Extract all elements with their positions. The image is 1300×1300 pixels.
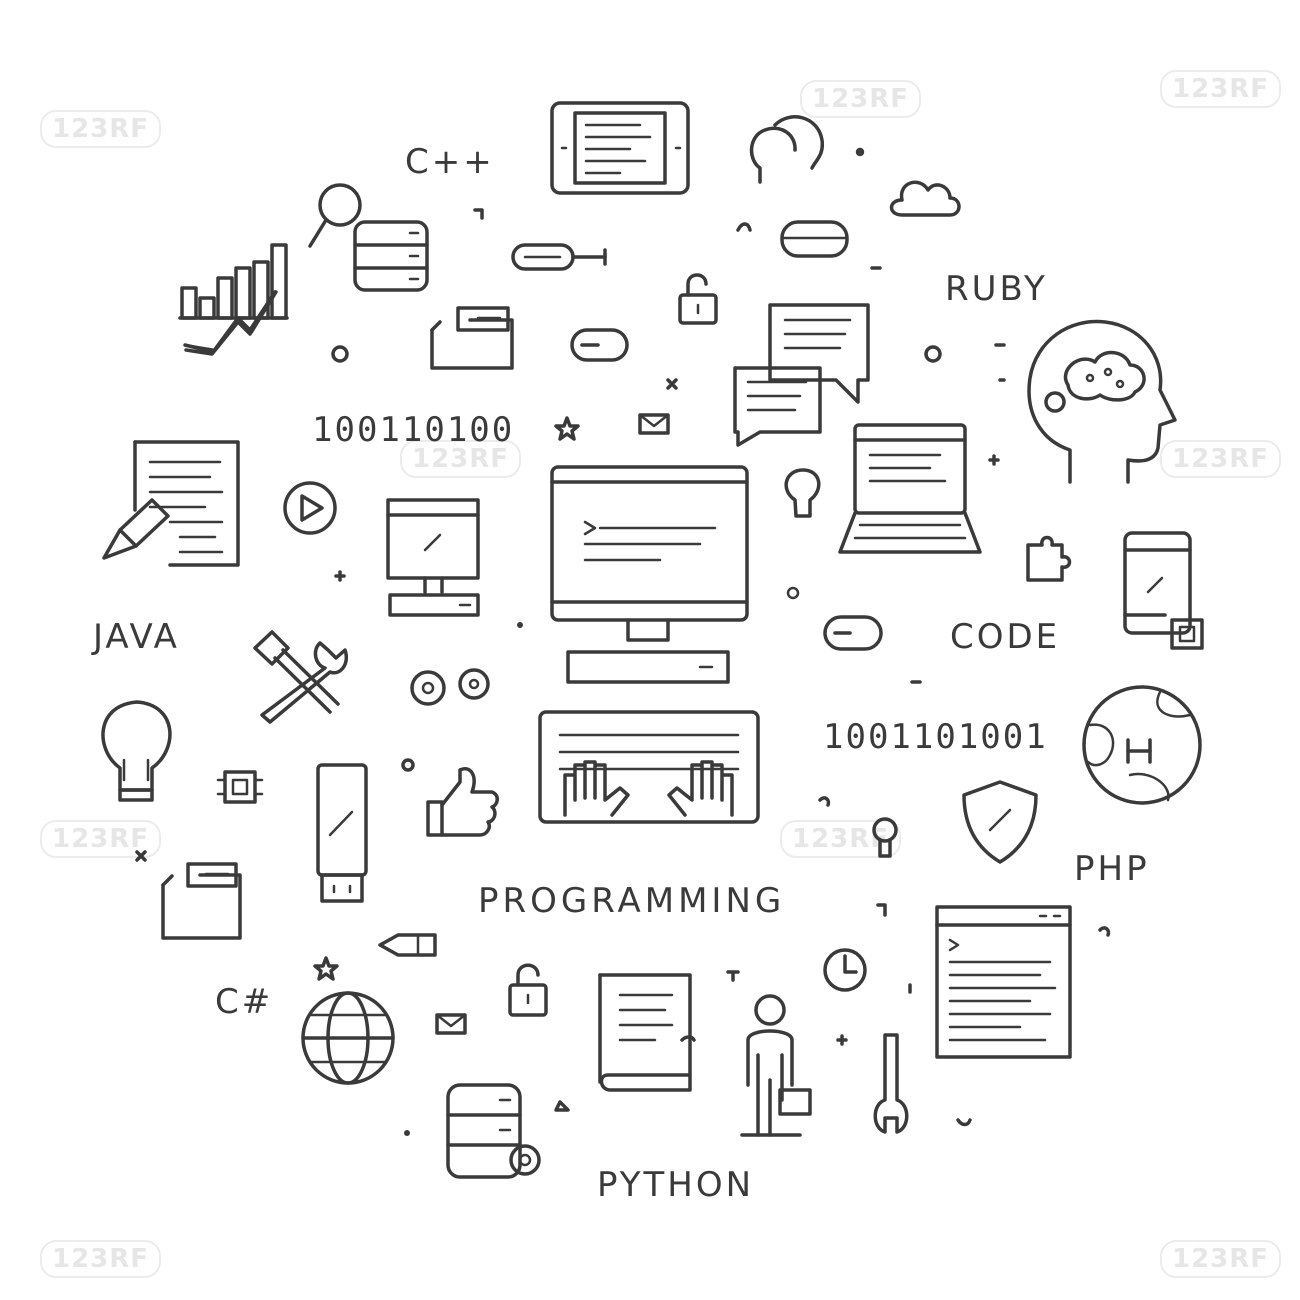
clock-icon (823, 948, 867, 992)
shield-icon (962, 780, 1038, 864)
heads-icon (749, 115, 825, 184)
cloud-icon (889, 180, 961, 217)
watermark: 123RF (40, 820, 162, 858)
computer-icon (550, 465, 749, 684)
document-pencil-icon (102, 440, 240, 567)
watermark: 123RF (40, 110, 162, 148)
label-python: PYTHON (597, 1165, 755, 1205)
chart-icon (178, 243, 289, 356)
label-php: PHP (1074, 849, 1150, 889)
watermark: 123RF (1160, 440, 1282, 478)
wrench-icon (873, 1033, 909, 1134)
padlock-icon (678, 273, 718, 325)
label-csharp: C# (215, 982, 274, 1022)
pen-icon (378, 933, 437, 957)
keyhole-icon (872, 817, 898, 858)
star-icon (313, 416, 580, 981)
smartphone-icon (1123, 531, 1204, 650)
label-cpp: C++ (405, 142, 495, 182)
toggle-icon (823, 615, 883, 651)
browser-code-icon (935, 905, 1072, 1059)
play-icon (283, 481, 337, 535)
binary-right: 1001101001 (823, 717, 1048, 757)
folder-icon (430, 306, 514, 370)
brain-head-icon (1027, 319, 1177, 484)
binary-top: 100110100 (312, 410, 515, 450)
monitor-icon (386, 498, 480, 617)
magnifier-icon (308, 183, 362, 248)
watermark: 123RF (1160, 70, 1282, 108)
person-icon (740, 994, 812, 1137)
label-programming: PROGRAMMING (478, 881, 786, 921)
thumbs-up-icon (426, 767, 499, 837)
lightbulb-icon (784, 468, 821, 518)
laptop-icon (838, 423, 982, 554)
gear-icon (331, 345, 942, 363)
watermark: 123RF (780, 820, 902, 858)
label-java: JAVA (93, 617, 180, 657)
toggle-icon (570, 328, 629, 362)
database-icon (353, 220, 429, 292)
usb-icon (316, 763, 368, 903)
watermark: 123RF (400, 440, 522, 478)
folder-icon (161, 862, 242, 940)
globe-icon (301, 991, 395, 1085)
globe-icon (1082, 685, 1202, 805)
book-icon (598, 973, 692, 1092)
server-disk-icon (780, 220, 849, 258)
screwdriver-icon (511, 243, 607, 271)
database-icon (446, 1083, 541, 1179)
tablet-code-icon (550, 101, 690, 195)
label-code: CODE (950, 617, 1061, 657)
chip-icon (216, 770, 264, 804)
keyboard-hands-icon (538, 710, 760, 824)
label-ruby: RUBY (945, 269, 1048, 309)
chat-icon (733, 303, 870, 447)
lightbulb-icon (101, 700, 172, 802)
gears-icon (410, 668, 490, 706)
padlock-icon (508, 963, 548, 1017)
watermark: 123RF (40, 1240, 162, 1278)
watermark: 123RF (1160, 1240, 1282, 1278)
watermark: 123RF (800, 80, 922, 118)
envelope-icon (435, 413, 670, 1035)
tools-icon (253, 630, 348, 724)
decorative-marks (135, 147, 1111, 1136)
puzzle-icon (1026, 535, 1072, 582)
